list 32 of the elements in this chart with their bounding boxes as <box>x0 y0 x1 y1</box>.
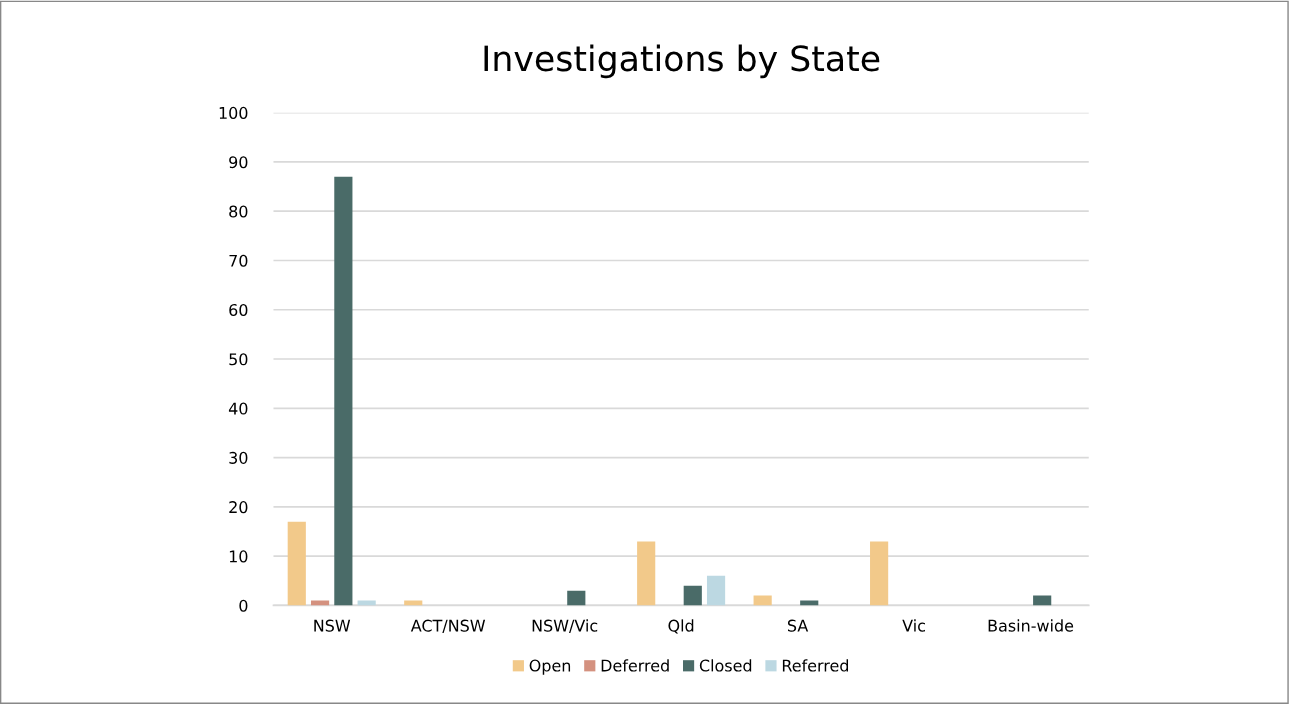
y-tick-label: 60 <box>229 303 248 317</box>
bar <box>753 595 772 606</box>
y-tick-label: 40 <box>228 402 248 415</box>
x-tick-label: ACT/NSW <box>410 619 486 633</box>
y-tick-label: 0 <box>239 599 248 612</box>
y-tick-label: 20 <box>229 501 248 514</box>
x-tick-label: Vic <box>902 619 925 632</box>
y-tick-label: 30 <box>229 451 248 464</box>
x-tick-label: NSW/Vic <box>532 619 598 633</box>
y-tick-label: 50 <box>229 353 248 366</box>
chart-title: Investigations by State <box>484 44 880 79</box>
x-tick-label: SA <box>787 619 809 632</box>
x-tick-label: Basin-wide <box>988 619 1074 632</box>
legend-label: Open <box>529 659 571 675</box>
y-tick-label: 100 <box>219 106 248 119</box>
x-tick-label: NSW <box>314 619 351 632</box>
x-tick-label: Qld <box>668 619 694 634</box>
legend-label: Referred <box>782 659 849 672</box>
y-tick-label: 70 <box>229 254 248 267</box>
bar <box>637 541 656 606</box>
bar <box>683 585 702 606</box>
bar <box>1033 595 1052 606</box>
legend-label: Deferred <box>601 659 669 672</box>
bar <box>706 575 726 606</box>
bar <box>334 176 353 606</box>
y-tick-label: 80 <box>229 205 248 218</box>
bar <box>870 541 889 606</box>
bar <box>567 590 586 606</box>
y-tick-label: 90 <box>229 156 248 169</box>
legend-label: Closed <box>699 659 752 672</box>
bar <box>287 521 306 606</box>
y-tick-label: 10 <box>229 550 248 563</box>
